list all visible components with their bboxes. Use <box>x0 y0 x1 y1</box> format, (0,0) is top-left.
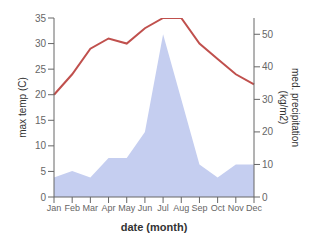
svg-text:Mar: Mar <box>83 203 99 213</box>
svg-text:15: 15 <box>35 115 47 126</box>
svg-text:20: 20 <box>35 89 47 100</box>
svg-text:Dec: Dec <box>246 203 263 213</box>
svg-text:50: 50 <box>262 29 274 40</box>
svg-text:5: 5 <box>40 166 46 177</box>
svg-text:0: 0 <box>262 192 268 203</box>
svg-text:0: 0 <box>40 192 46 203</box>
svg-text:Jun: Jun <box>138 203 153 213</box>
svg-text:25: 25 <box>35 64 47 75</box>
svg-text:Nov: Nov <box>228 203 245 213</box>
svg-text:30: 30 <box>262 94 274 105</box>
svg-text:Jul: Jul <box>157 203 169 213</box>
svg-text:35: 35 <box>35 13 47 24</box>
svg-text:30: 30 <box>35 38 47 49</box>
svg-text:Sep: Sep <box>191 203 207 213</box>
svg-text:Oct: Oct <box>211 203 226 213</box>
svg-text:10: 10 <box>262 159 274 170</box>
svg-text:date (month): date (month) <box>121 221 188 233</box>
svg-text:20: 20 <box>262 126 274 137</box>
svg-text:May: May <box>118 203 136 213</box>
svg-text:10: 10 <box>35 140 47 151</box>
svg-text:Jan: Jan <box>47 203 62 213</box>
svg-text:max temp (C): max temp (C) <box>17 77 28 138</box>
svg-text:med. precipitation(kg/m2): med. precipitation(kg/m2) <box>278 68 301 147</box>
svg-text:Aug: Aug <box>173 203 189 213</box>
svg-text:40: 40 <box>262 61 274 72</box>
svg-text:Apr: Apr <box>102 203 116 213</box>
svg-text:Feb: Feb <box>64 203 80 213</box>
